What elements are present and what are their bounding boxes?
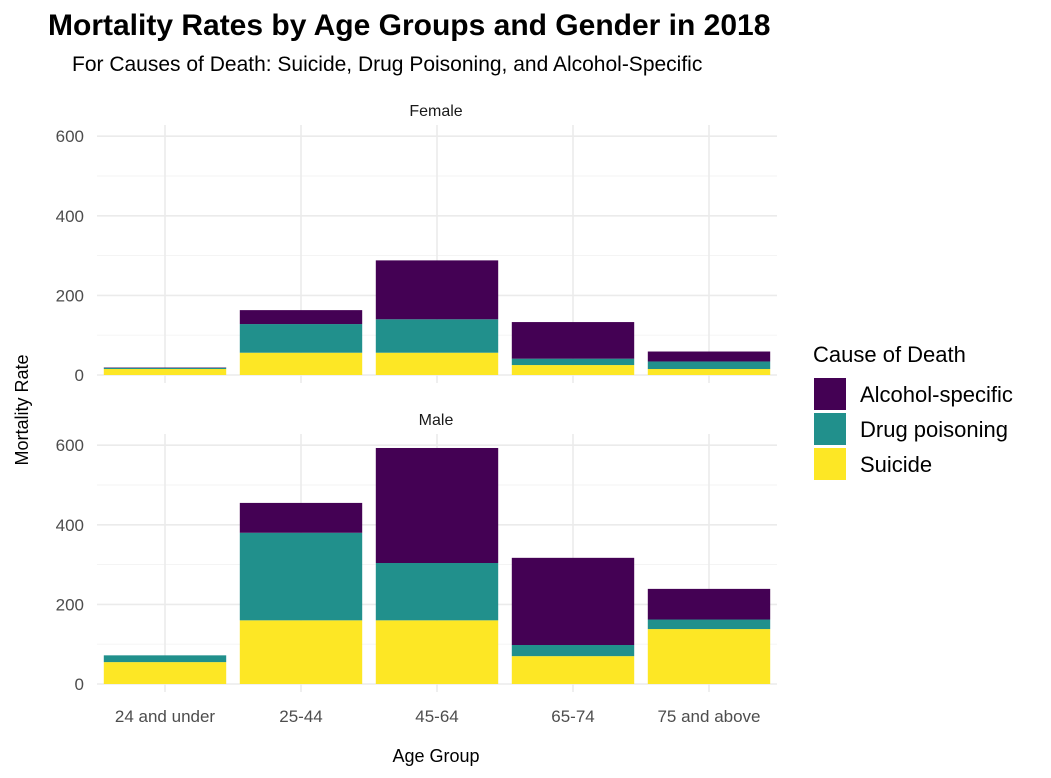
bar-segment — [239, 620, 363, 684]
bar-segment — [375, 620, 499, 684]
bar-segment — [647, 588, 771, 620]
legend-label: Alcohol-specific — [860, 382, 1013, 407]
y-tick-label: 200 — [56, 595, 84, 614]
legend-items: Alcohol-specific Drug poisoning Suicide — [814, 378, 1013, 480]
bar-segment — [647, 351, 771, 362]
bar-stacks — [103, 447, 771, 684]
panel-male: Male 0 200 400 600 — [56, 412, 777, 694]
legend-swatch — [814, 448, 846, 480]
bar-stacks — [103, 260, 771, 375]
y-tick-label: 400 — [56, 516, 84, 535]
bar-segment — [647, 369, 771, 375]
panel-strip-label: Male — [419, 412, 454, 429]
legend-label: Suicide — [860, 452, 932, 477]
legend-title: Cause of Death — [813, 342, 966, 367]
bar-segment — [375, 352, 499, 375]
x-tick-label: 75 and above — [657, 707, 760, 726]
y-tick-label: 400 — [56, 207, 84, 226]
bar-segment — [103, 655, 227, 663]
legend-swatch — [814, 413, 846, 445]
y-tick-label: 0 — [75, 366, 84, 385]
bar-segment — [239, 502, 363, 533]
y-tick-label: 0 — [75, 675, 84, 694]
y-axis-title: Mortality Rate — [12, 354, 32, 465]
bar-segment — [647, 629, 771, 684]
bar-segment — [647, 361, 771, 370]
y-tick-label: 200 — [56, 286, 84, 305]
bar-segment — [239, 532, 363, 621]
y-tick-label: 600 — [56, 127, 84, 146]
bar-segment — [647, 619, 771, 630]
x-tick-label: 45-64 — [415, 707, 458, 726]
bar-segment — [511, 644, 635, 657]
bar-segment — [103, 369, 227, 375]
bar-segment — [511, 322, 635, 359]
x-tick-labels: 24 and under 25-44 45-64 65-74 75 and above — [115, 707, 761, 726]
chart-subtitle: For Causes of Death: Suicide, Drug Poiso… — [72, 53, 702, 76]
x-tick-label: 24 and under — [115, 707, 216, 726]
bar-segment — [375, 260, 499, 320]
bar-segment — [511, 656, 635, 684]
bar-segment — [103, 662, 227, 684]
legend: Cause of Death Alcohol-specific Drug pois… — [813, 342, 1013, 480]
bar-segment — [511, 557, 635, 645]
bar-segment — [103, 367, 227, 370]
panel-strip-label: Female — [409, 103, 462, 120]
chart-title: Mortality Rates by Age Groups and Gender… — [48, 9, 770, 42]
panel-female: Female 0 200 400 600 — [56, 103, 777, 385]
x-tick-label: 25-44 — [279, 707, 322, 726]
bar-segment — [511, 358, 635, 366]
bar-segment — [239, 352, 363, 375]
y-tick-label: 600 — [56, 436, 84, 455]
y-tick-labels: 0 200 400 600 — [56, 127, 84, 385]
y-tick-labels: 0 200 400 600 — [56, 436, 84, 694]
bar-segment — [375, 319, 499, 353]
bar-segment — [375, 563, 499, 621]
legend-swatch — [814, 378, 846, 410]
x-tick-label: 65-74 — [551, 707, 594, 726]
bar-segment — [375, 447, 499, 564]
x-axis-title: Age Group — [392, 746, 479, 766]
bar-segment — [239, 324, 363, 353]
legend-label: Drug poisoning — [860, 417, 1008, 442]
bar-segment — [239, 310, 363, 325]
bar-segment — [511, 365, 635, 375]
